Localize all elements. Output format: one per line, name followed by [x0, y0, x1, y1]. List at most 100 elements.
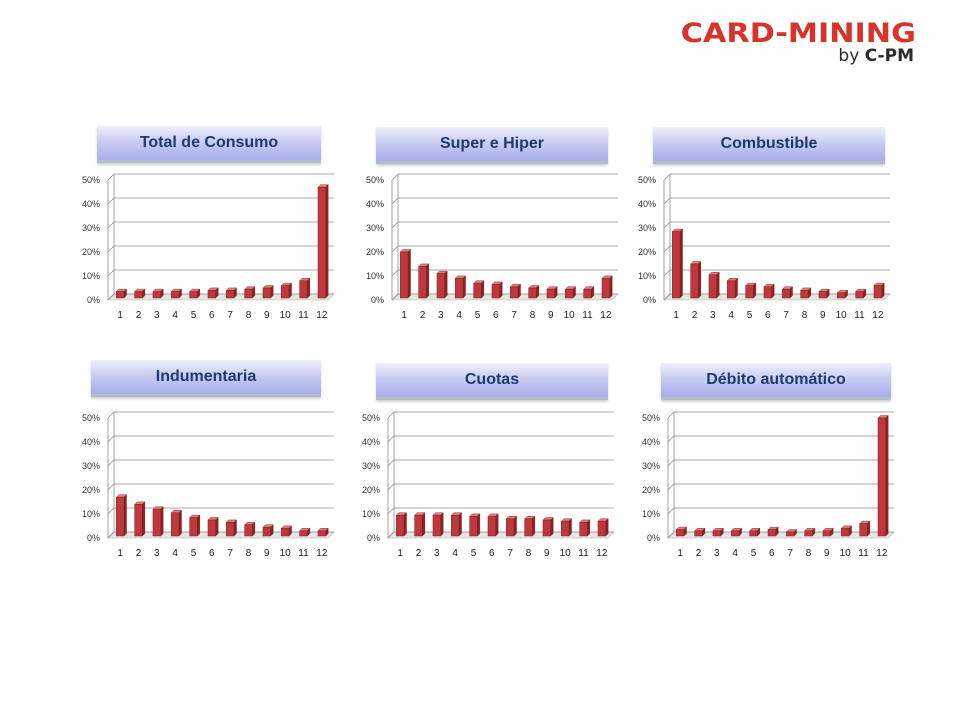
gridline-side — [107, 459, 115, 467]
bar-chart-super-e-hiper: 0%10%20%30%40%50%1 2 3 4 5 6 7 8 9 10 11 12 — [366, 173, 619, 321]
bar — [414, 512, 426, 537]
bar — [560, 518, 572, 537]
x-tick-label: 5 — [471, 548, 477, 559]
x-tick-label: 3 — [438, 310, 444, 321]
bar — [767, 526, 779, 537]
x-tick-label: 7 — [507, 548, 513, 559]
bar — [840, 525, 852, 537]
x-tick-label: 9 — [264, 310, 270, 321]
bar — [115, 288, 127, 299]
x-tick-label: 12 — [596, 548, 608, 559]
bar — [280, 282, 292, 299]
gridline-side — [107, 531, 115, 539]
x-tick-label: 4 — [172, 310, 178, 321]
bar — [726, 277, 738, 299]
y-tick-label: 50% — [366, 175, 384, 185]
gridline-side — [667, 531, 675, 539]
x-tick-label: 3 — [714, 548, 720, 559]
x-tick-label: 9 — [548, 310, 554, 321]
x-tick-label: 3 — [154, 548, 160, 559]
bar — [299, 527, 311, 537]
x-tick-label: 1 — [677, 548, 683, 559]
gridline-side — [107, 197, 115, 205]
bar — [170, 509, 182, 537]
gridline-side — [107, 173, 115, 181]
bar — [855, 288, 867, 299]
bar — [299, 277, 311, 299]
bar — [781, 286, 793, 299]
bar — [207, 517, 219, 537]
gridline-side — [387, 531, 395, 539]
gridline-side — [107, 293, 115, 301]
x-tick-label: 4 — [732, 548, 738, 559]
x-tick-label: 7 — [783, 310, 789, 321]
gridline-side — [667, 459, 675, 467]
bar — [708, 271, 720, 299]
bar — [487, 513, 499, 537]
y-tick-label: 0% — [87, 533, 100, 543]
x-tick-label: 9 — [544, 548, 550, 559]
bar — [152, 506, 164, 537]
gridline-side — [107, 411, 115, 419]
x-tick-label: 5 — [191, 548, 197, 559]
x-tick-label: 4 — [728, 310, 734, 321]
x-tick-label: 11 — [298, 548, 309, 559]
gridline-side — [663, 173, 671, 181]
bar — [491, 281, 503, 299]
x-tick-label: 12 — [872, 310, 884, 321]
y-tick-label: 0% — [367, 533, 380, 543]
x-tick-label: 10 — [280, 310, 292, 321]
chart-title: Cuotas — [376, 363, 608, 400]
gridline-side — [107, 507, 115, 515]
y-tick-label: 40% — [642, 437, 660, 447]
x-tick-label: 10 — [564, 310, 576, 321]
logo-brand: C-PM — [864, 46, 914, 66]
y-tick-label: 30% — [82, 461, 100, 471]
x-tick-label: 2 — [416, 548, 422, 559]
gridline-side — [667, 483, 675, 491]
bar — [671, 228, 683, 299]
gridline-side — [107, 245, 115, 253]
x-tick-label: 1 — [117, 310, 123, 321]
bar — [225, 519, 237, 537]
gridline-side — [663, 293, 671, 301]
gridline-side — [391, 173, 399, 181]
gridline-side — [107, 483, 115, 491]
y-tick-label: 30% — [362, 461, 380, 471]
bar-chart-indumentaria: 0%10%20%30%40%50%1 2 3 4 5 6 7 8 9 10 11 12 — [82, 411, 335, 559]
x-tick-label: 1 — [397, 548, 403, 559]
x-tick-label: 12 — [600, 310, 612, 321]
bar — [170, 288, 182, 299]
gridline-side — [667, 411, 675, 419]
y-tick-label: 50% — [642, 413, 660, 423]
x-tick-label: 4 — [456, 310, 462, 321]
x-tick-label: 8 — [246, 310, 252, 321]
x-tick-label: 1 — [673, 310, 679, 321]
bar — [877, 415, 889, 537]
y-tick-label: 20% — [366, 247, 384, 257]
bar — [601, 275, 613, 299]
bar — [207, 287, 219, 299]
y-tick-label: 0% — [371, 295, 384, 305]
bar — [395, 512, 407, 537]
x-tick-label: 12 — [316, 310, 328, 321]
bar — [432, 512, 444, 537]
gridline-side — [663, 245, 671, 253]
chart-title: Débito automático — [661, 363, 891, 400]
y-tick-label: 0% — [643, 295, 656, 305]
y-tick-label: 30% — [82, 223, 100, 233]
x-tick-label: 11 — [578, 548, 589, 559]
logo-wordmark: CARD-MINING — [680, 18, 916, 49]
y-tick-label: 50% — [362, 413, 380, 423]
bar — [690, 261, 702, 299]
x-tick-label: 3 — [434, 548, 440, 559]
x-tick-label: 9 — [264, 548, 270, 559]
x-tick-label: 4 — [172, 548, 178, 559]
x-tick-label: 8 — [802, 310, 808, 321]
gridline-side — [663, 221, 671, 229]
bar — [262, 524, 274, 537]
x-tick-label: 3 — [154, 310, 160, 321]
y-tick-label: 10% — [642, 509, 660, 519]
y-tick-label: 0% — [647, 533, 660, 543]
bar — [317, 527, 329, 537]
